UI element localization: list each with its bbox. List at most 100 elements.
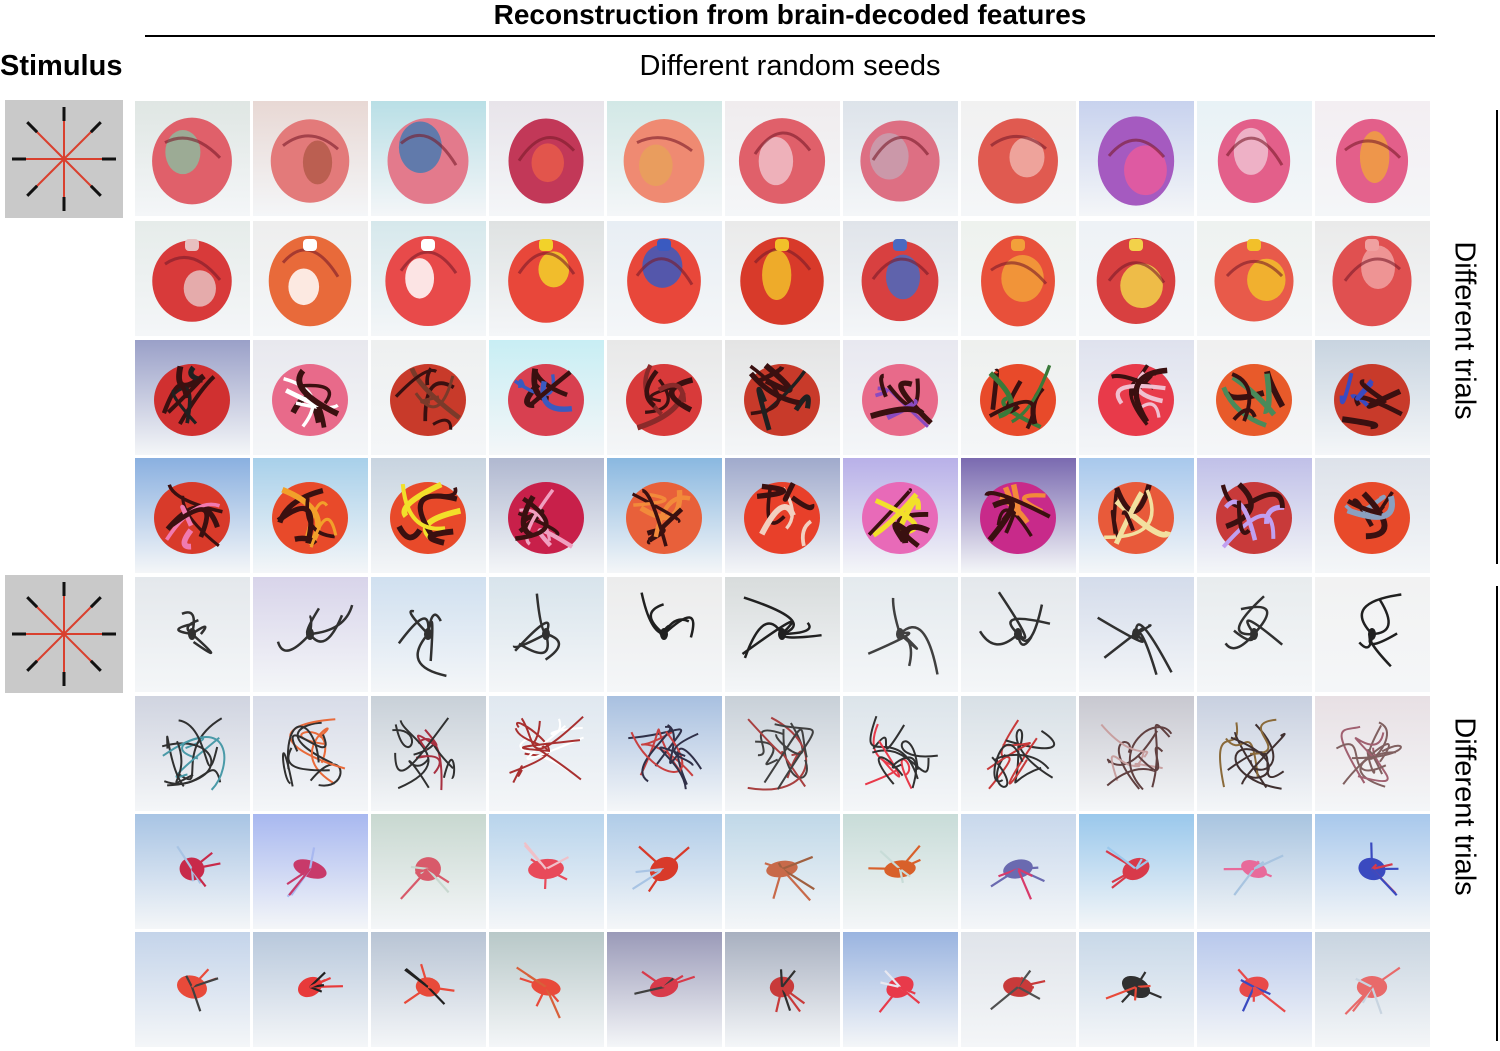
reconstruction-image: [371, 458, 486, 573]
reconstruction-image: [253, 696, 368, 811]
reconstruction-image: [607, 458, 722, 573]
reconstruction-image: [1197, 577, 1312, 692]
reconstruction-image: [1079, 932, 1194, 1047]
reconstruction-image: [725, 458, 840, 573]
trials-label: Different trials: [1448, 717, 1481, 896]
reconstruction-image: [1079, 814, 1194, 929]
reconstruction-image: [961, 577, 1076, 692]
reconstruction-image: [1197, 696, 1312, 811]
reconstruction-image: [1079, 577, 1194, 692]
reconstruction-image: [607, 577, 722, 692]
reconstruction-image: [607, 814, 722, 929]
reconstruction-image: [1315, 577, 1430, 692]
reconstruction-image: [1079, 101, 1194, 216]
reconstruction-image: [607, 696, 722, 811]
stimulus-star-icon: [12, 107, 116, 211]
figure-title: Reconstruction from brain-decoded featur…: [493, 0, 1087, 30]
reconstruction-image: [1315, 340, 1430, 455]
reconstruction-image: [135, 221, 250, 336]
reconstruction-image: [253, 577, 368, 692]
reconstruction-image: [607, 101, 722, 216]
stimulus-image: [5, 100, 123, 218]
reconstruction-image: [1079, 221, 1194, 336]
reconstruction-image: [843, 814, 958, 929]
reconstruction-image: [607, 340, 722, 455]
reconstruction-image: [489, 814, 604, 929]
reconstruction-image: [1315, 932, 1430, 1047]
reconstruction-image: [1197, 932, 1312, 1047]
reconstruction-image: [253, 458, 368, 573]
reconstruction-image: [489, 932, 604, 1047]
reconstruction-image: [135, 932, 250, 1047]
reconstruction-image: [253, 814, 368, 929]
reconstruction-image: [253, 101, 368, 216]
reconstruction-image: [489, 577, 604, 692]
reconstruction-image: [725, 340, 840, 455]
reconstruction-image: [843, 577, 958, 692]
reconstruction-image: [371, 577, 486, 692]
reconstruction-image: [1197, 814, 1312, 929]
stimulus-star-icon: [12, 582, 116, 686]
trials-bracket: [1496, 110, 1498, 564]
reconstruction-image: [371, 340, 486, 455]
seeds-label: Different random seeds: [639, 50, 941, 82]
reconstruction-image: [489, 696, 604, 811]
reconstruction-image: [371, 814, 486, 929]
reconstruction-image: [489, 101, 604, 216]
reconstruction-image: [725, 814, 840, 929]
reconstruction-image: [135, 458, 250, 573]
reconstruction-image: [1315, 814, 1430, 929]
reconstruction-image: [1197, 101, 1312, 216]
reconstruction-image: [1197, 458, 1312, 573]
reconstruction-image: [843, 932, 958, 1047]
reconstruction-image: [961, 101, 1076, 216]
reconstruction-image: [135, 101, 250, 216]
reconstruction-image: [371, 221, 486, 336]
reconstruction-image: [135, 814, 250, 929]
reconstruction-image: [607, 932, 722, 1047]
reconstruction-image: [961, 221, 1076, 336]
reconstruction-image: [371, 101, 486, 216]
reconstruction-image: [843, 221, 958, 336]
reconstruction-image: [725, 932, 840, 1047]
reconstruction-image: [1315, 221, 1430, 336]
reconstruction-image: [725, 577, 840, 692]
reconstruction-image: [489, 340, 604, 455]
title-rule: [145, 35, 1435, 37]
reconstruction-image: [135, 577, 250, 692]
reconstruction-image: [489, 221, 604, 336]
stimulus-image: [5, 575, 123, 693]
reconstruction-image: [843, 696, 958, 811]
reconstruction-image: [725, 696, 840, 811]
reconstruction-image: [253, 340, 368, 455]
reconstruction-image: [961, 932, 1076, 1047]
reconstruction-image: [1079, 458, 1194, 573]
reconstruction-image: [489, 458, 604, 573]
reconstruction-image: [1197, 340, 1312, 455]
reconstruction-image: [1315, 458, 1430, 573]
reconstruction-image: [135, 696, 250, 811]
reconstruction-image: [253, 221, 368, 336]
reconstruction-image: [961, 696, 1076, 811]
reconstruction-image: [371, 696, 486, 811]
reconstruction-image: [961, 340, 1076, 455]
reconstruction-image: [961, 458, 1076, 573]
reconstruction-image: [1315, 101, 1430, 216]
reconstruction-image: [371, 932, 486, 1047]
reconstruction-image: [1079, 696, 1194, 811]
reconstruction-image: [843, 101, 958, 216]
reconstruction-image: [1315, 696, 1430, 811]
stimulus-label: Stimulus: [0, 50, 123, 82]
reconstruction-image: [1079, 340, 1194, 455]
reconstruction-image: [843, 340, 958, 455]
reconstruction-image: [725, 221, 840, 336]
reconstruction-image: [1197, 221, 1312, 336]
reconstruction-image: [725, 101, 840, 216]
trials-bracket: [1496, 586, 1498, 1041]
reconstruction-image: [843, 458, 958, 573]
reconstruction-image: [607, 221, 722, 336]
reconstruction-image: [961, 814, 1076, 929]
reconstruction-image: [135, 340, 250, 455]
trials-label: Different trials: [1448, 241, 1481, 420]
reconstruction-image: [253, 932, 368, 1047]
